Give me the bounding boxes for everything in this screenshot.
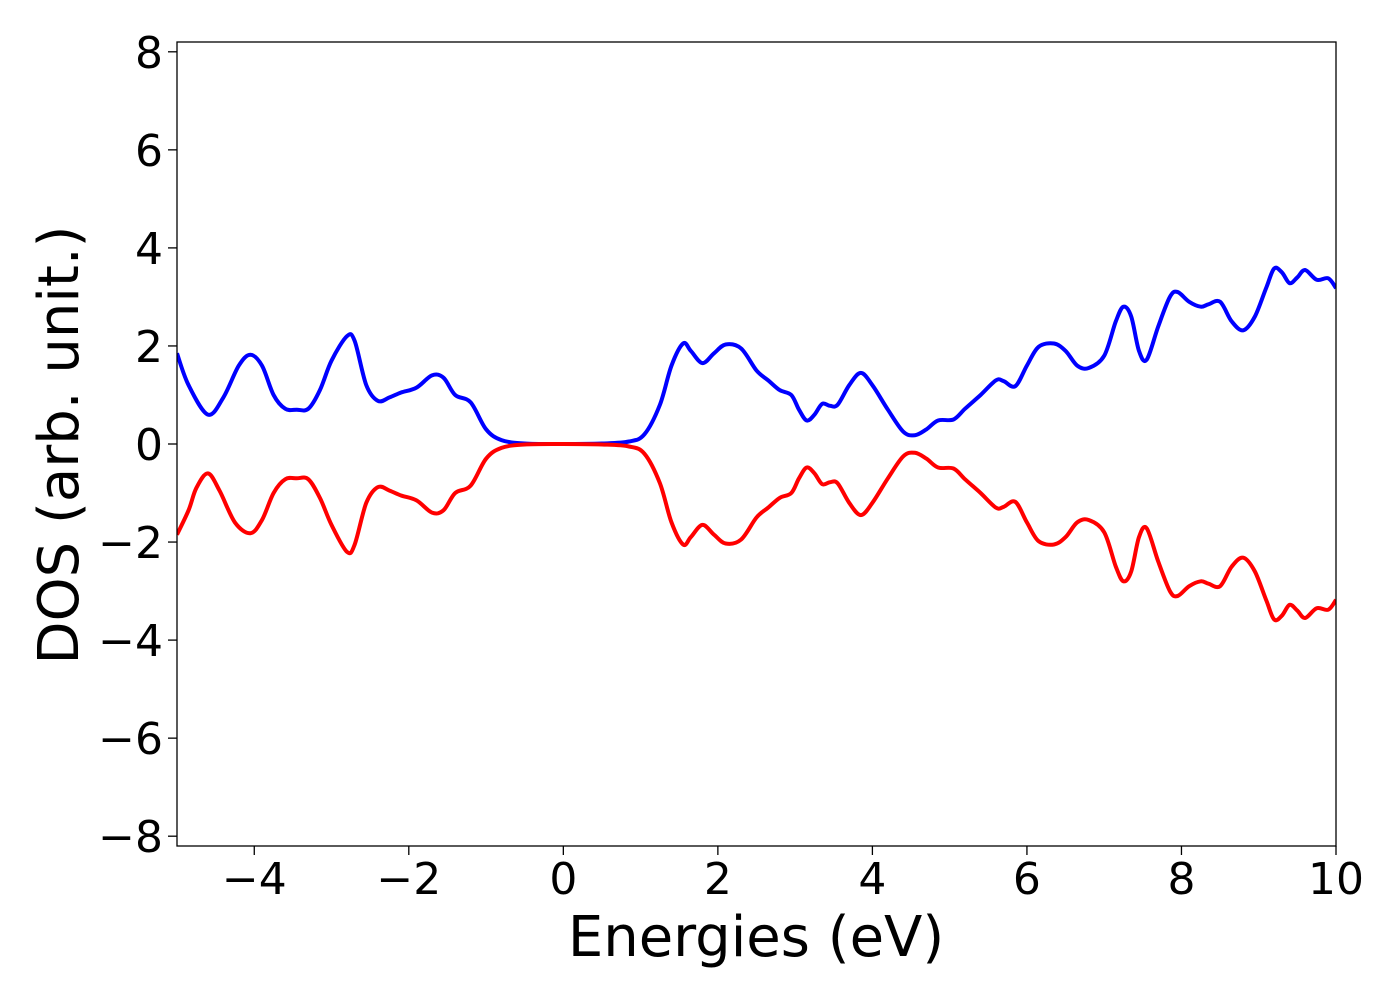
- y-tick-label: 4: [135, 224, 163, 275]
- y-axis: 8 6 4 2 0 −2 −4 −6 −8: [98, 28, 177, 863]
- x-tick-label: 6: [1013, 854, 1041, 905]
- x-axis: −4 −2 0 2 4 6 8 10: [222, 846, 1364, 905]
- x-tick-label: 10: [1308, 854, 1364, 905]
- plot-frame: [176, 41, 1337, 847]
- x-tick-label: 8: [1167, 854, 1195, 905]
- x-tick-label: 4: [858, 854, 886, 905]
- x-tick-label: −2: [376, 854, 441, 905]
- x-tick-label: −4: [222, 854, 287, 905]
- y-tick-label: 6: [135, 126, 163, 177]
- dos-series-line-up: [177, 265, 1336, 447]
- y-axis-title: DOS (arb. unit.): [27, 225, 92, 664]
- x-axis-title: Energies (eV): [568, 905, 944, 970]
- x-tick-label: 2: [704, 854, 732, 905]
- y-tick-label: −2: [98, 518, 163, 569]
- dos-series-line-down: [177, 441, 1336, 623]
- x-tick-label: 0: [549, 854, 577, 905]
- y-tick-label: 0: [135, 420, 163, 471]
- series-layer: [177, 265, 1336, 623]
- y-tick-label: −8: [98, 812, 163, 863]
- y-tick-label: 8: [135, 28, 163, 79]
- y-tick-label: −4: [98, 616, 163, 667]
- y-tick-label: −6: [98, 714, 163, 765]
- y-tick-label: 2: [135, 322, 163, 373]
